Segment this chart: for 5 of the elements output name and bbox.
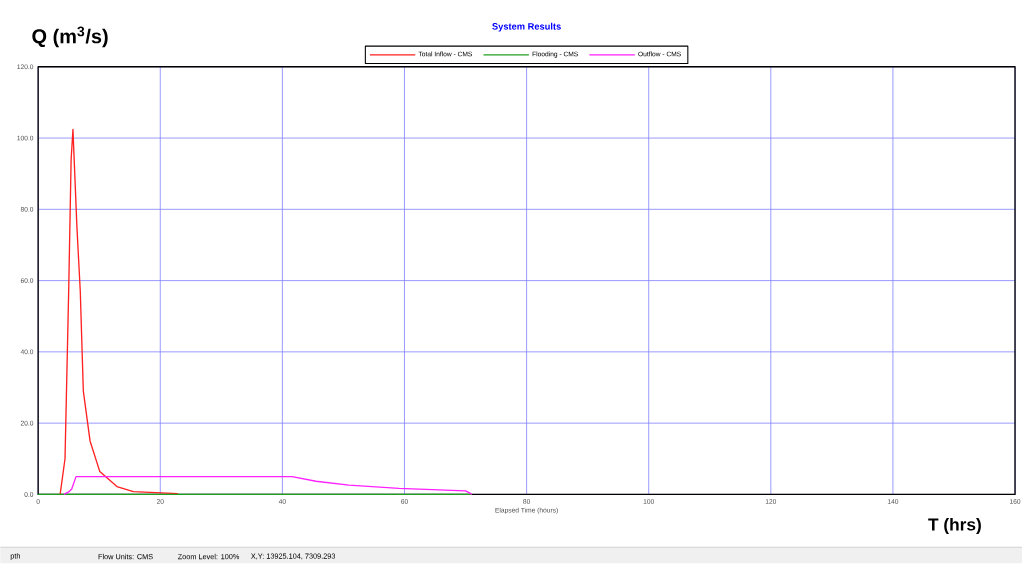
line-series <box>63 475 473 495</box>
line-series <box>59 128 179 495</box>
text: T (hrs) <box>928 517 981 534</box>
y-axis-title: Q (m$^{3}$/s) <box>32 26 108 48</box>
chart-title: System Results <box>492 22 561 32</box>
